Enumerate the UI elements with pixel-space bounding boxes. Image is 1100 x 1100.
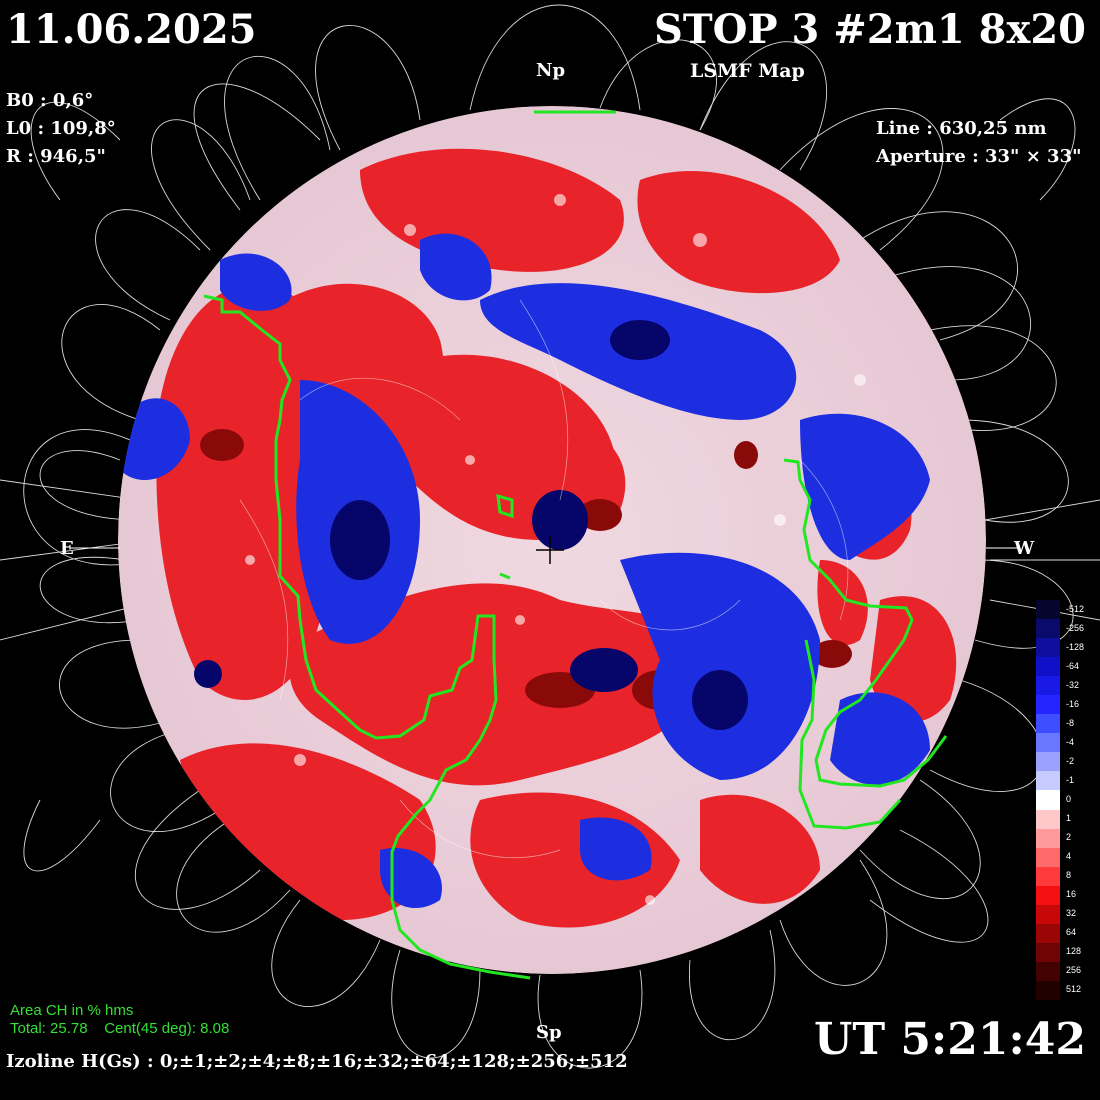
colorbar-tick-label: 2 (1066, 832, 1072, 843)
colorbar-tick-label: -16 (1066, 698, 1080, 709)
colorbar-tick-label: -4 (1066, 736, 1075, 747)
colorbar-tick-label: -1 (1066, 774, 1075, 785)
disk-center-crosshair (536, 536, 564, 564)
colorbar-tick-label: -8 (1066, 717, 1075, 728)
colorbar-tick-label: -32 (1066, 679, 1080, 690)
universal-time: UT 5:21:42 (814, 1014, 1086, 1065)
colorbar-segment (1036, 752, 1060, 772)
colorbar-tick-label: 256 (1066, 965, 1082, 976)
colorbar-segment (1036, 771, 1060, 791)
radius-parameter: R : 946,5" (6, 146, 106, 167)
map-type-label: LSMF Map (690, 60, 805, 82)
b0-parameter: B0 : 0,6° (6, 90, 94, 111)
colorbar-segment (1036, 638, 1060, 658)
colorbar-segment (1036, 790, 1060, 810)
colorbar-segment (1036, 961, 1060, 981)
colorbar-segment (1036, 847, 1060, 867)
observation-date: 11.06.2025 (6, 6, 257, 53)
colorbar-tick-label: -128 (1066, 641, 1085, 652)
colorbar-segment (1036, 866, 1060, 886)
colorbar-tick-label: 64 (1066, 927, 1077, 938)
colorbar-tick-label: 4 (1066, 851, 1072, 862)
isoline-legend: Izoline H(Gs) : 0;±1;±2;±4;±8;±16;±32;±6… (6, 1051, 628, 1072)
colorbar-tick-label: 128 (1066, 946, 1082, 957)
colorbar-segment (1036, 923, 1060, 943)
colorbar-segment (1036, 714, 1060, 734)
colorbar-segment (1036, 733, 1060, 753)
coronal-hole-contours (203, 110, 948, 980)
colorbar (1036, 600, 1060, 1000)
north-pole-label: Np (536, 60, 566, 81)
colorbar-segment (1036, 828, 1060, 848)
colorbar-tick-label: 32 (1066, 908, 1077, 919)
colorbar-tick-label: 512 (1066, 984, 1082, 995)
colorbar-segment (1036, 695, 1060, 715)
colorbar-tick-label: -256 (1066, 622, 1085, 633)
field-lines (0, 4, 1100, 1069)
west-label: W (1014, 538, 1035, 559)
colorbar-tick-label: -2 (1066, 755, 1075, 766)
l0-parameter: L0 : 109,8° (6, 118, 116, 139)
coronal-hole-stats: Total: 25.78 Cent(45 deg): 8.08 (10, 1020, 230, 1037)
colorbar-tick-label: 8 (1066, 870, 1072, 881)
colorbar-segment (1036, 809, 1060, 829)
colorbar-tick-label: 0 (1066, 794, 1072, 804)
colorbar-tick-label: 1 (1066, 813, 1072, 824)
colorbar-segment (1036, 600, 1060, 620)
colorbar-segment (1036, 676, 1060, 696)
colorbar-segment (1036, 657, 1060, 677)
colorbar-segment (1036, 904, 1060, 924)
colorbar-segment (1036, 885, 1060, 905)
colorbar-tick-label: 16 (1066, 889, 1077, 900)
south-pole-label: Sp (536, 1022, 562, 1043)
solar-disk (118, 106, 986, 974)
instrument-label: STOP 3 #2m1 8x20 (653, 6, 1086, 53)
colorbar-segment (1036, 980, 1060, 1000)
east-label: E (60, 538, 74, 559)
colorbar-segment (1036, 619, 1060, 639)
colorbar-segment (1036, 942, 1060, 962)
aperture-label: Aperture : 33" × 33" (876, 146, 1082, 167)
colorbar-tick-label: -512 (1066, 603, 1085, 614)
coronal-hole-title: Area CH in % hms (10, 1002, 134, 1019)
spectral-line-label: Line : 630,25 nm (876, 118, 1047, 139)
coronal-hole-area-info: Area CH in % hms Total: 25.78 Cent(45 de… (10, 1002, 229, 1038)
colorbar-tick-label: -64 (1066, 660, 1080, 671)
